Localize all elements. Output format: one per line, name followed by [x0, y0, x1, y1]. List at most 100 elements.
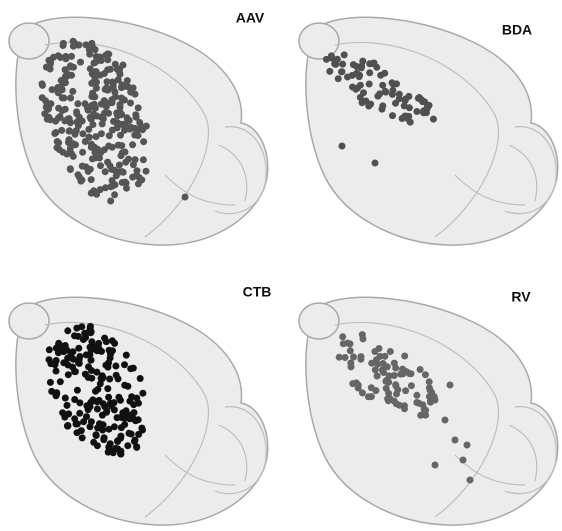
labeled-cell	[107, 197, 115, 205]
labeled-cell	[96, 154, 103, 162]
labeled-cell	[401, 352, 409, 360]
labeled-cell	[104, 56, 112, 64]
labeled-cell	[133, 394, 141, 402]
labeled-cell	[63, 401, 71, 409]
labeled-cell	[358, 62, 366, 70]
labeled-cell	[376, 90, 384, 98]
labeled-cell	[349, 83, 356, 91]
labeled-cell	[117, 450, 125, 458]
labeled-cell	[407, 370, 415, 378]
labeled-cell	[59, 409, 67, 417]
labeled-cell	[81, 138, 89, 145]
labeled-cell	[89, 103, 97, 111]
labeled-cell	[127, 124, 135, 132]
labeled-cell	[121, 148, 129, 156]
labeled-cell	[98, 411, 106, 419]
labeled-cell	[56, 113, 64, 120]
labeled-cell	[97, 113, 105, 121]
labeled-cell	[371, 159, 379, 167]
labeled-cell	[47, 58, 55, 66]
labeled-cell	[379, 81, 387, 89]
labeled-cell	[124, 442, 132, 450]
labeled-cell	[123, 77, 131, 85]
labeled-cell	[393, 390, 400, 398]
labeled-cell	[93, 78, 100, 86]
labeled-cell	[371, 366, 379, 374]
labeled-cell	[68, 52, 75, 60]
labeled-cell	[356, 71, 364, 79]
labeled-cell	[110, 117, 117, 125]
labeled-cell	[136, 119, 144, 126]
labeled-cell	[121, 381, 129, 389]
labeled-cell	[322, 55, 330, 63]
labeled-cell	[358, 99, 366, 107]
labeled-cell	[390, 397, 398, 405]
labeled-cell	[339, 60, 347, 68]
labeled-cell	[72, 141, 79, 149]
labeled-cell	[108, 78, 116, 86]
labeled-cell	[92, 387, 99, 395]
labeled-cell	[46, 378, 54, 386]
labeled-cell	[119, 410, 127, 418]
labeled-cell	[77, 58, 84, 66]
labeled-cell	[122, 158, 130, 166]
labeled-cell	[109, 84, 117, 92]
labeled-cell	[347, 363, 355, 371]
labeled-cell	[113, 414, 121, 422]
labeled-cell	[92, 432, 100, 439]
labeled-cell	[78, 434, 86, 442]
labeled-cell	[82, 41, 90, 49]
labeled-cell	[97, 162, 104, 170]
labeled-cell	[357, 355, 365, 363]
labeled-cell	[44, 105, 52, 113]
labeled-cell	[407, 382, 415, 390]
labeled-cell	[463, 441, 471, 449]
labeled-cell	[381, 87, 389, 95]
labeled-cell	[69, 152, 77, 160]
labeled-cell	[368, 359, 376, 367]
labeled-cell	[338, 68, 345, 76]
labeled-cell	[87, 189, 95, 197]
labeled-cell	[139, 156, 147, 164]
labeled-cell	[123, 184, 130, 192]
labeled-cell	[123, 114, 131, 122]
labeled-cell	[51, 130, 59, 137]
labeled-cell	[425, 378, 433, 386]
labeled-cell	[415, 94, 423, 101]
labeled-cell	[93, 405, 101, 413]
labeled-cell	[100, 70, 108, 77]
labeled-cell	[413, 391, 421, 399]
labeled-cell	[108, 143, 116, 151]
labeled-cell	[67, 94, 75, 102]
labeled-cell	[431, 396, 439, 404]
labeled-cell	[393, 80, 400, 88]
labeled-cell	[103, 78, 111, 86]
labeled-cell	[392, 381, 400, 389]
labeled-cell	[69, 348, 77, 356]
labeled-cell	[90, 438, 98, 446]
labeled-cell	[76, 399, 84, 407]
labeled-cell	[55, 139, 63, 147]
labeled-cell	[74, 358, 82, 366]
labeled-cell	[72, 127, 80, 135]
labeled-cell	[332, 60, 340, 68]
labeled-cell	[350, 353, 357, 361]
labeled-cell	[48, 86, 56, 94]
labeled-cell	[73, 420, 81, 428]
labeled-cell	[335, 353, 343, 361]
labeled-cell	[381, 352, 389, 360]
labeled-cell	[340, 51, 348, 59]
labeled-cell	[117, 396, 124, 404]
labeled-cell	[99, 426, 107, 434]
labeled-cell	[326, 67, 334, 75]
labeled-cell	[65, 127, 73, 135]
labeled-cell	[429, 115, 437, 123]
labeled-cell	[98, 120, 106, 128]
labeled-cell	[366, 60, 374, 68]
labeled-cell	[105, 109, 113, 117]
labeled-cell	[66, 166, 74, 173]
labeled-cell	[366, 69, 374, 77]
labeled-cell	[389, 112, 396, 120]
labeled-cell	[91, 343, 99, 351]
labeled-cell	[94, 145, 102, 153]
